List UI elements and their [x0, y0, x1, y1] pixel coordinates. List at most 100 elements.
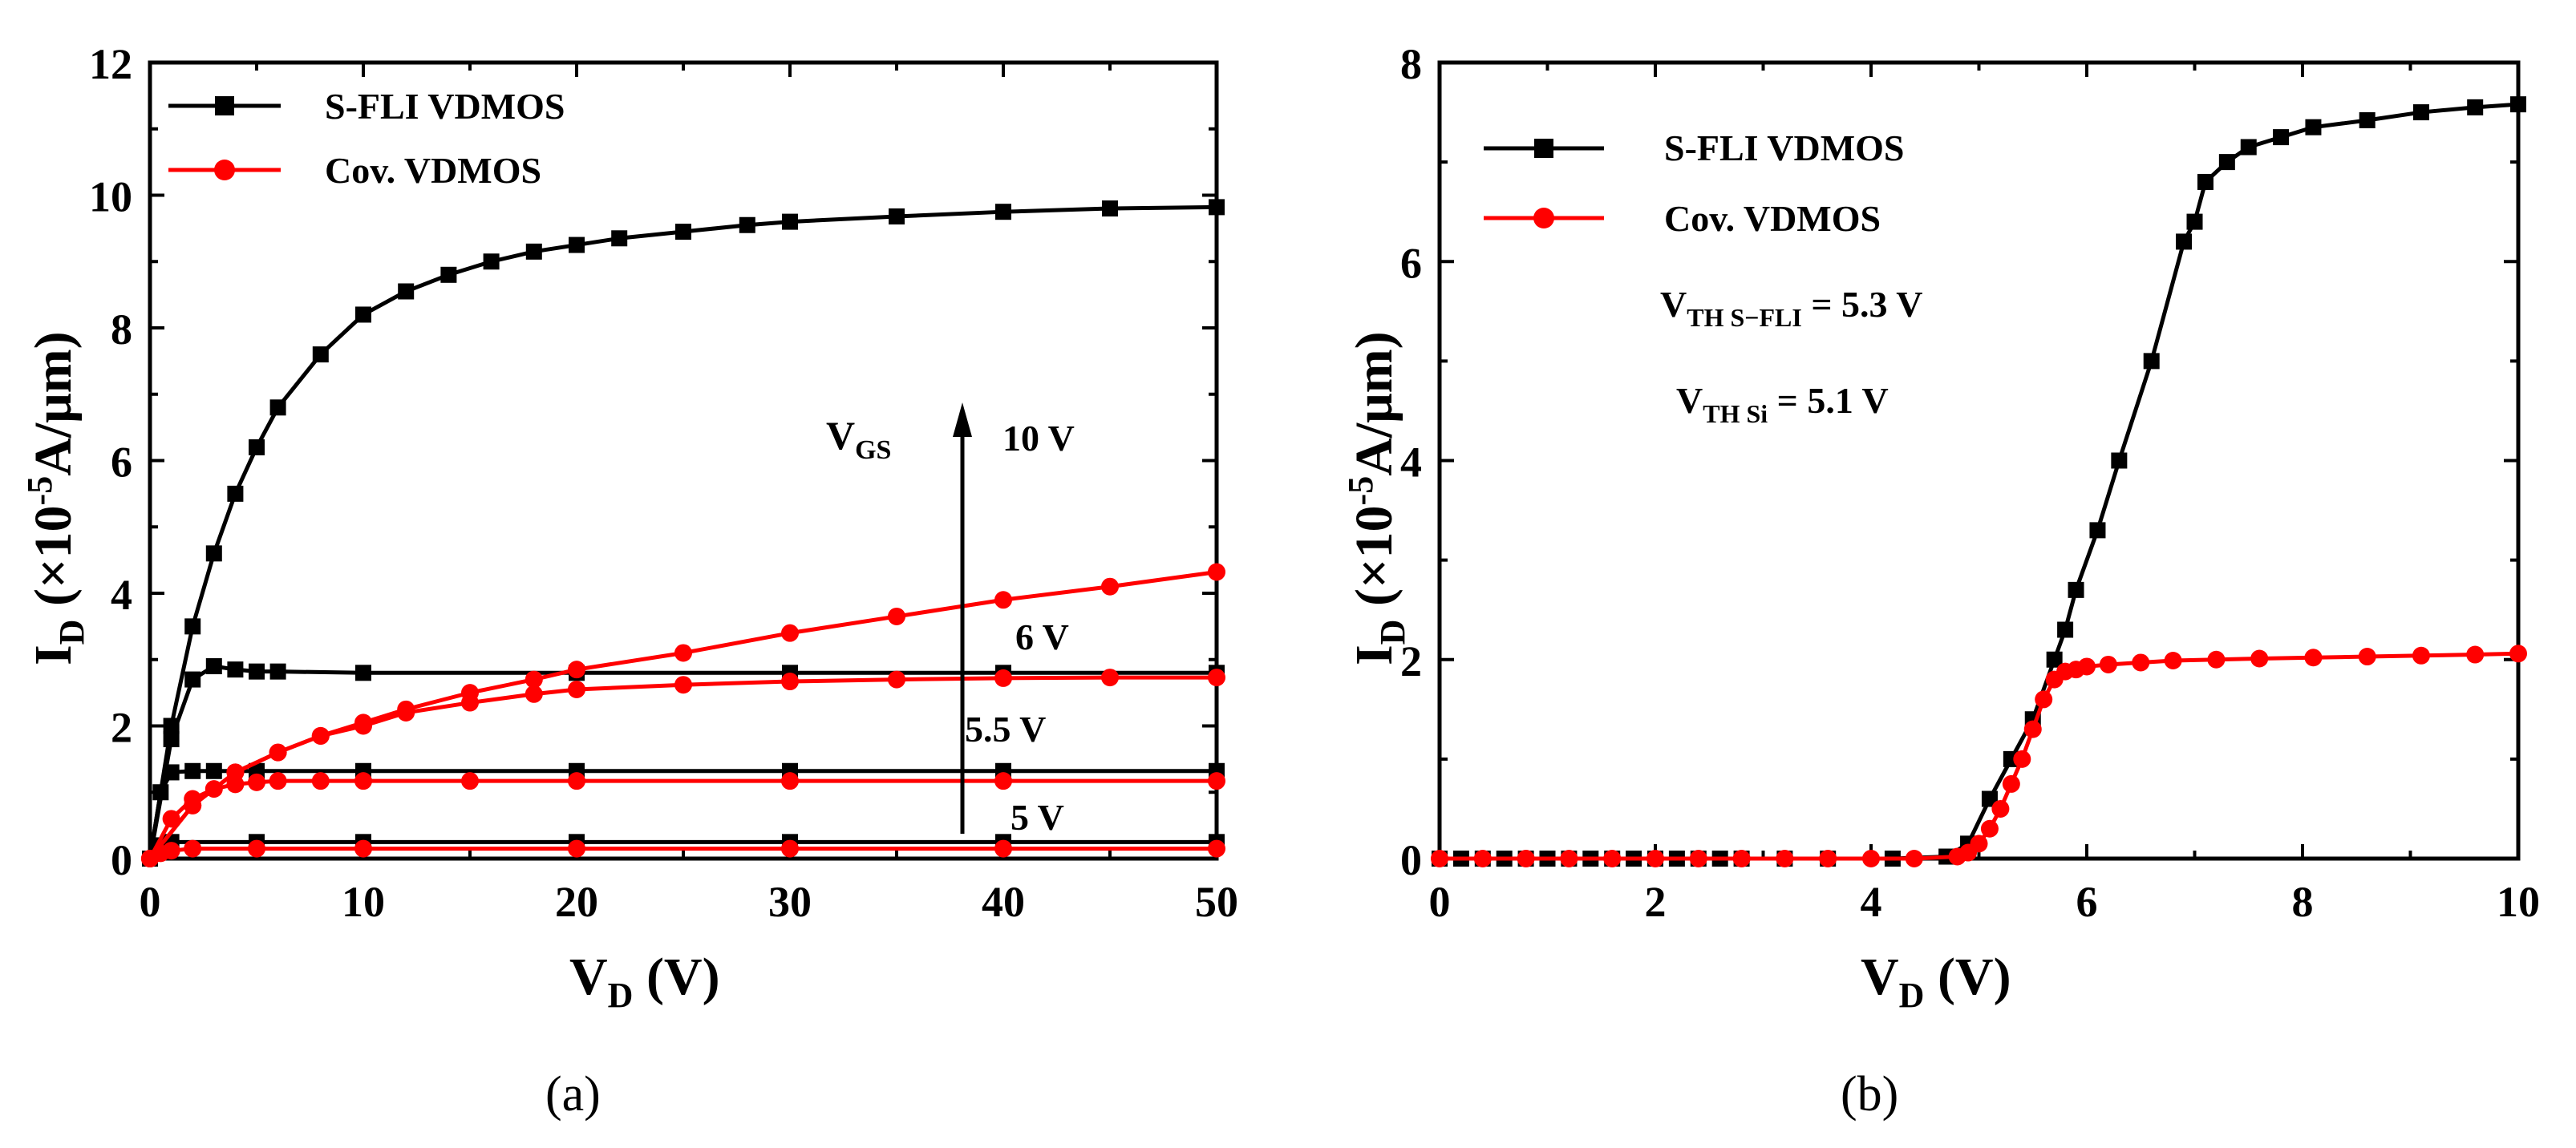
- data-point: [525, 670, 543, 689]
- legend-label-sfli: S-FLI VDMOS: [325, 86, 565, 127]
- data-point: [1208, 839, 1225, 858]
- data-point: [354, 839, 372, 858]
- y-tick-label: 4: [111, 571, 132, 619]
- data-point: [354, 717, 372, 735]
- data-point: [2078, 657, 2096, 676]
- y-tick-label: 6: [1400, 239, 1422, 287]
- data-point: [184, 790, 202, 808]
- series-line: [148, 204, 1217, 859]
- data-point: [2467, 99, 2484, 115]
- data-point: [889, 208, 905, 224]
- x-tick-label: 10: [2497, 878, 2540, 926]
- data-point: [525, 685, 543, 703]
- data-point: [568, 772, 585, 790]
- legend-label-cov: Cov. VDMOS: [325, 150, 541, 191]
- data-point: [355, 306, 371, 323]
- data-point: [1980, 819, 1999, 838]
- data-point: [994, 839, 1012, 858]
- data-point: [1431, 850, 1448, 867]
- data-point: [184, 762, 201, 779]
- vgs-annotation: VGS 10 V 6 V 5.5 V 5 V: [826, 402, 1075, 838]
- panel-b-caption: (b): [1841, 1067, 1898, 1122]
- data-point: [1208, 772, 1225, 790]
- data-point: [205, 545, 222, 562]
- legend-marker-circle: [1533, 208, 1554, 228]
- x-tick-label: 6: [2076, 878, 2098, 926]
- data-point: [2250, 649, 2269, 668]
- series-0: [142, 199, 1225, 867]
- data-point: [568, 661, 585, 679]
- data-point: [2358, 648, 2376, 666]
- x-tick-label: 40: [982, 878, 1025, 926]
- data-point: [311, 772, 330, 790]
- data-point: [461, 772, 479, 790]
- panel-b: 0 2 4 6 8 10 0 2 4 6 8 S-FLI VDMOS Cov. VDMOS VTH …: [1341, 40, 2540, 1122]
- series-0: [1432, 96, 2526, 867]
- data-point: [163, 731, 180, 748]
- data-point: [1970, 835, 1988, 853]
- data-point: [611, 230, 628, 247]
- data-point: [184, 839, 202, 858]
- panel-b-y-axis-label: ID (×10-5A/μm): [1341, 331, 1412, 665]
- data-point: [2197, 173, 2213, 190]
- data-point: [312, 346, 329, 363]
- vgs-arrow-head-icon: [953, 402, 972, 437]
- data-point: [1732, 850, 1751, 867]
- series-line: [148, 675, 1217, 860]
- legend-label-sfli: S-FLI VDMOS: [1664, 127, 1904, 168]
- legend-marker-square: [1534, 139, 1553, 158]
- vgs-10v-label: 10 V: [1002, 418, 1075, 459]
- data-point: [1689, 850, 1707, 867]
- panel-a-x-axis-label: VD (V): [569, 948, 720, 1015]
- data-point: [568, 680, 585, 698]
- data-point: [1991, 799, 2010, 818]
- panel-a-series: [141, 199, 1225, 867]
- data-point: [2176, 233, 2193, 250]
- data-point: [355, 665, 371, 681]
- series-line: [148, 664, 1217, 859]
- data-point: [162, 842, 180, 860]
- data-point: [205, 780, 223, 798]
- x-tick-label: 4: [1861, 878, 1882, 926]
- data-point: [781, 624, 799, 642]
- data-point: [1905, 850, 1923, 867]
- data-point: [782, 213, 798, 230]
- data-point: [1862, 850, 1880, 867]
- data-point: [1776, 850, 1794, 867]
- data-point: [2207, 650, 2226, 669]
- x-tick-label: 0: [1429, 878, 1451, 926]
- data-point: [269, 772, 287, 790]
- data-point: [2164, 651, 2182, 669]
- y-tick-label: 4: [1400, 439, 1422, 487]
- data-point: [248, 773, 265, 791]
- data-point: [1981, 790, 1998, 807]
- panel-b-ticks: [1438, 61, 2520, 860]
- y-tick-label: 2: [1400, 637, 1422, 685]
- data-point: [994, 772, 1012, 790]
- data-point: [2057, 621, 2074, 638]
- data-point: [1101, 577, 1119, 596]
- series-1: [1431, 645, 2527, 867]
- data-point: [2510, 96, 2526, 113]
- y-tick-label: 10: [89, 173, 132, 221]
- data-point: [227, 661, 244, 678]
- data-point: [674, 676, 692, 694]
- data-point: [781, 772, 799, 790]
- panel-a-legend: S-FLI VDMOS Cov. VDMOS: [168, 86, 565, 191]
- data-point: [2186, 213, 2203, 230]
- data-point: [2099, 655, 2117, 673]
- vgs-5v-label: 5 V: [1011, 797, 1064, 838]
- data-point: [398, 283, 415, 300]
- data-point: [1208, 563, 1225, 581]
- data-point: [397, 703, 415, 722]
- x-tick-label: 20: [555, 878, 598, 926]
- data-point: [1101, 669, 1119, 687]
- data-point: [2509, 645, 2527, 663]
- data-point: [2359, 111, 2376, 128]
- data-point: [440, 266, 457, 283]
- data-point: [269, 663, 286, 680]
- data-point: [675, 224, 691, 241]
- data-point: [2305, 119, 2322, 135]
- x-tick-label: 0: [140, 878, 161, 926]
